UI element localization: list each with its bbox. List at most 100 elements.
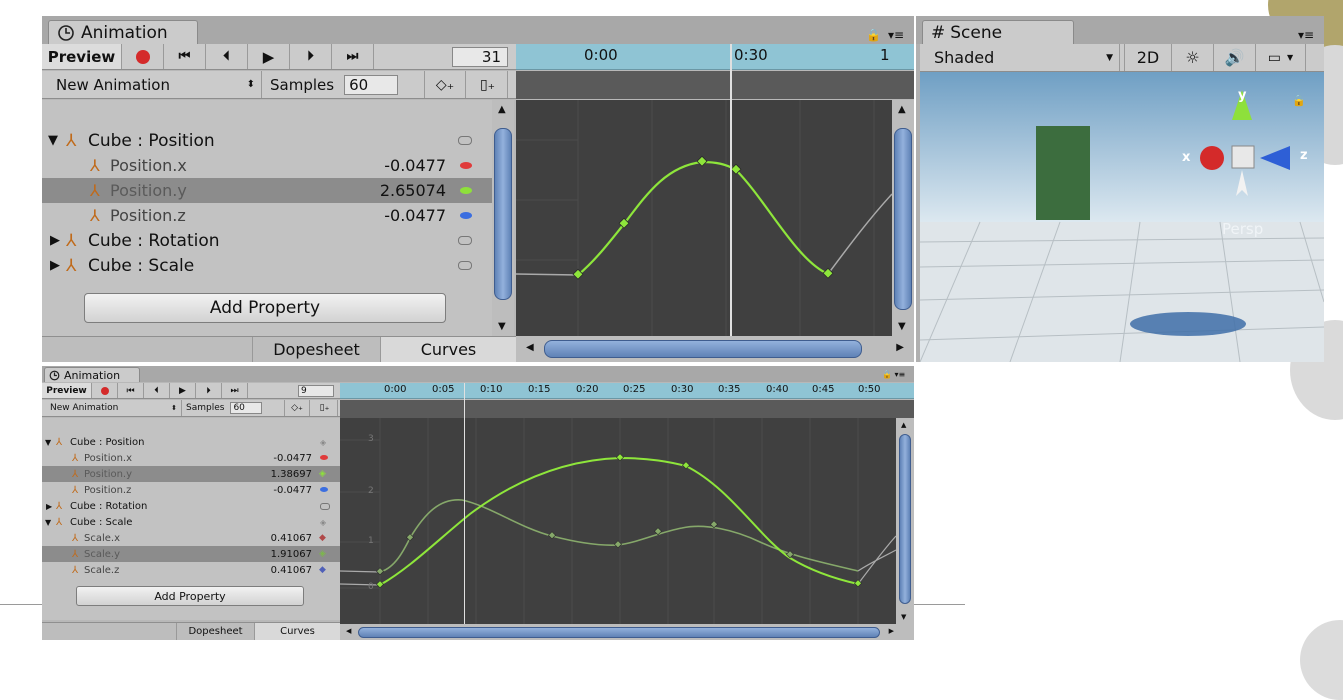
scene-tab[interactable]: # Scene [922,20,1074,44]
preview-button[interactable]: Preview [42,383,92,398]
tab-curves[interactable]: Curves [380,337,516,362]
property-scale-z[interactable]: ⅄ Scale.z 0.41067 ◆ [42,562,340,578]
timeline-ruler[interactable]: 0:00 0:05 0:10 0:15 0:20 0:25 0:30 0:35 … [340,383,914,399]
window-menu-icon[interactable]: ▾≡ [1298,28,1315,42]
property-value[interactable]: 0.41067 [270,532,312,544]
scroll-left-icon[interactable]: ◀ [346,627,352,635]
property-scrollbar[interactable]: ▲ ▼ [492,100,514,336]
animation-tab[interactable]: Animation [44,367,140,382]
preview-button[interactable]: Preview [42,44,122,69]
property-group-scale[interactable]: ▶ ⅄ Cube : Scale [42,253,492,278]
next-keyframe-button[interactable]: ⏵ [290,44,332,69]
scroll-right-icon[interactable]: ▶ [888,627,894,635]
property-value[interactable]: -0.0477 [384,206,446,225]
scroll-down-icon[interactable]: ▼ [901,613,907,621]
axis-x-label: x [1182,150,1191,165]
scroll-right-icon[interactable]: ▶ [896,342,904,353]
next-keyframe-button[interactable]: ⏵ [196,383,222,398]
effects-dropdown[interactable]: ▭ ▼ [1256,44,1306,71]
timeline-ruler[interactable]: 0:00 0:30 1 [516,44,914,70]
curve-vertical-scrollbar[interactable]: ▲ ▼ [892,100,914,336]
scroll-up-icon[interactable]: ▲ [898,104,906,115]
tab-dopesheet[interactable]: Dopesheet [176,623,254,640]
play-button[interactable]: ▶ [170,383,196,398]
tab-dopesheet[interactable]: Dopesheet [252,337,380,362]
property-group-rotation[interactable]: ▶ ⅄ Cube : Rotation [42,498,340,514]
property-scale-x[interactable]: ⅄ Scale.x 0.41067 ◆ [42,530,340,546]
shading-dropdown[interactable]: Shaded ▼ [920,44,1120,71]
last-frame-button[interactable]: ⏭ [222,383,248,398]
record-button[interactable] [92,383,118,398]
samples-field[interactable]: 60 [230,402,263,414]
property-position-y[interactable]: ⅄ Position.y 2.65074 [42,178,492,203]
tab-curves[interactable]: Curves [254,623,340,640]
property-group-position[interactable]: ▼ ⅄ Cube : Position [42,128,492,153]
property-group-position[interactable]: ▼ ⅄ Cube : Position ◈ [42,434,340,450]
add-keyframe-button[interactable]: ◇₊ [424,71,466,98]
property-scale-y[interactable]: ⅄ Scale.y 1.91067 ◈ [42,546,340,562]
property-position-z[interactable]: ⅄ Position.z -0.0477 [42,203,492,228]
play-button[interactable]: ▶ [248,44,290,69]
lighting-toggle[interactable]: ☼ [1172,44,1214,71]
curve-vertical-scrollbar[interactable]: ▲ ▼ [896,418,914,624]
property-position-z[interactable]: ⅄ Position.z -0.0477 [42,482,340,498]
add-property-button[interactable]: Add Property [84,293,446,323]
record-button[interactable] [122,44,164,69]
property-position-x[interactable]: ⅄ Position.x -0.0477 [42,450,340,466]
scroll-down-icon[interactable]: ▼ [898,321,906,332]
curve-area[interactable]: 3 2 1 0 [340,418,896,624]
scroll-up-icon[interactable]: ▲ [901,421,907,429]
lock-icon[interactable]: 🔒 [1292,94,1306,107]
clip-dropdown[interactable]: New Animation ⬍ [42,71,262,98]
prev-keyframe-button[interactable]: ⏴ [206,44,248,69]
first-frame-button[interactable]: ⏮ [164,44,206,69]
curve-area[interactable] [516,100,892,336]
last-frame-button[interactable]: ⏭ [332,44,374,69]
mode-2d-button[interactable]: 2D [1124,44,1172,71]
scene-viewport[interactable]: y x z 🔒 Persp [920,72,1324,362]
scroll-left-icon[interactable]: ◀ [526,342,534,353]
property-value[interactable]: 1.38697 [270,468,312,480]
scrollbar-thumb[interactable] [358,627,880,638]
event-lane[interactable] [340,400,914,418]
prev-keyframe-button[interactable]: ⏴ [144,383,170,398]
window-menu-icon[interactable]: ▾≡ [888,28,905,42]
property-value[interactable]: 1.91067 [270,548,312,560]
frame-field[interactable]: 9 [298,385,334,397]
curve-horizontal-scrollbar[interactable]: ◀ ▶ [516,336,914,362]
window-menu-icon[interactable]: 🔒 ▾≡ [882,370,906,379]
scrollbar-thumb[interactable] [494,128,512,300]
property-value[interactable]: -0.0477 [273,484,312,496]
playhead[interactable] [464,383,465,624]
scroll-up-icon[interactable]: ▲ [498,104,506,115]
scrollbar-thumb[interactable] [899,434,911,604]
add-event-button[interactable]: ▯₊ [312,400,338,416]
scrollbar-thumb[interactable] [544,340,862,358]
property-position-y[interactable]: ⅄ Position.y 1.38697 ◈ [42,466,340,482]
property-value[interactable]: 0.41067 [270,564,312,576]
add-event-button[interactable]: ▯₊ [468,71,508,98]
add-keyframe-button[interactable]: ◇₊ [284,400,310,416]
property-value[interactable]: -0.0477 [273,452,312,464]
clip-dropdown[interactable]: New Animation ⬍ [42,400,182,416]
add-property-button[interactable]: Add Property [76,586,304,606]
scrollbar-thumb[interactable] [894,128,912,310]
property-group-rotation[interactable]: ▶ ⅄ Cube : Rotation [42,228,492,253]
audio-toggle[interactable]: 🔊 [1214,44,1256,71]
samples-field[interactable]: 60 [344,74,399,95]
property-group-scale[interactable]: ▼ ⅄ Cube : Scale ◈ [42,514,340,530]
property-position-x[interactable]: ⅄ Position.x -0.0477 [42,153,492,178]
curve-horizontal-scrollbar[interactable]: ◀ ▶ [340,624,914,640]
frame-field[interactable]: 31 [452,47,508,67]
playhead[interactable] [730,44,732,336]
transform-icon: ⅄ [72,532,79,544]
persp-label[interactable]: Persp [1222,220,1264,238]
first-frame-button[interactable]: ⏮ [118,383,144,398]
scroll-down-icon[interactable]: ▼ [498,321,506,332]
lock-icon[interactable]: 🔒 [866,28,881,42]
property-value[interactable]: -0.0477 [384,156,446,175]
animation-tab[interactable]: Animation [48,20,198,44]
expand-right-icon: ▶ [50,258,60,273]
property-value[interactable]: 2.65074 [379,181,446,200]
event-lane[interactable] [516,71,914,99]
